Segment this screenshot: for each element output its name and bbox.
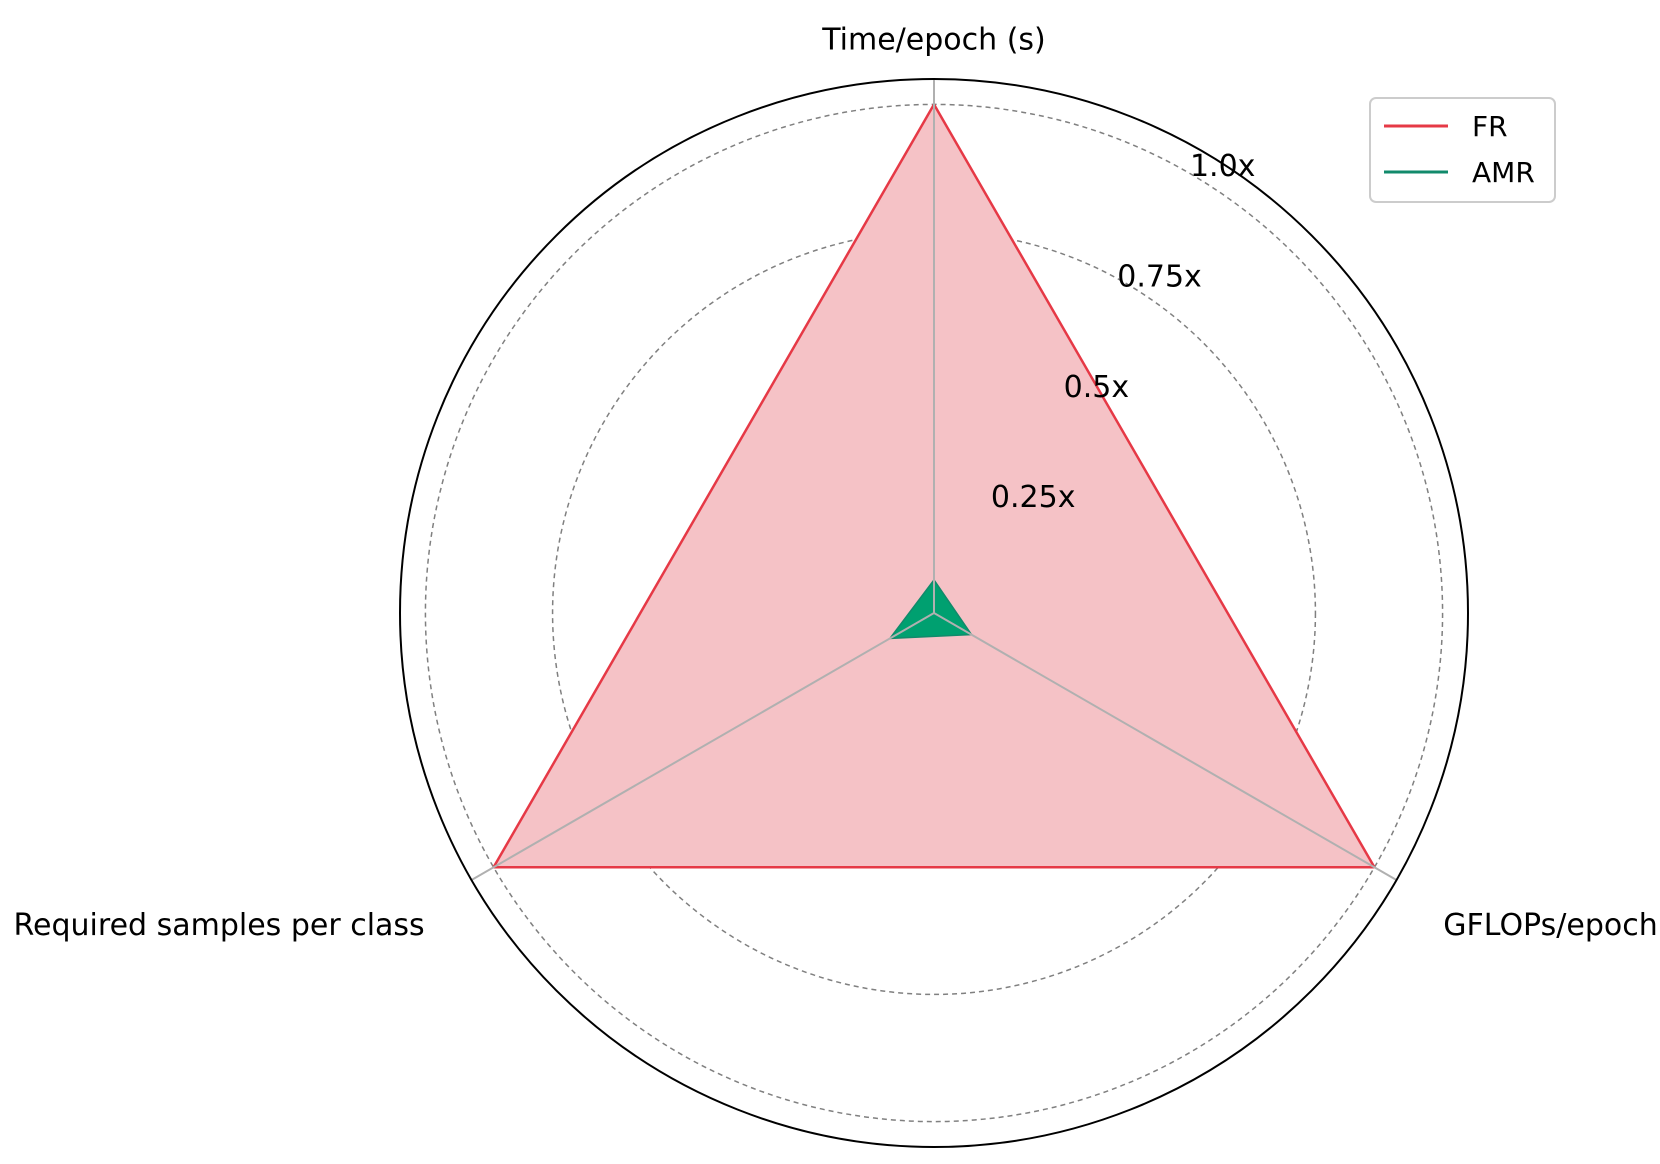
axis-label-layer: Time/epoch (s) GFLOPs/epoch Required sampl… (14, 23, 1658, 944)
rtick-label-1: 0.25x (991, 480, 1076, 515)
rtick-label-3: 0.75x (1117, 259, 1202, 294)
legend: FR AMR (1369, 97, 1556, 203)
spoke-line-3 (471, 612, 935, 881)
tick-label-layer: 0.25x 0.5x 0.75x 1.0x (991, 149, 1256, 515)
gridline-circle-3 (551, 230, 1317, 996)
rtick-label-2: 0.5x (1064, 370, 1129, 405)
spoke-layer (471, 79, 1397, 881)
legend-box (1369, 97, 1556, 203)
rtick-label-4: 1.0x (1190, 149, 1255, 184)
axis-label-1: Time/epoch (s) (821, 23, 1045, 58)
spoke-line-2 (933, 612, 1397, 881)
axis-label-3: Required samples per class (14, 908, 425, 943)
legend-label-amr: AMR (1472, 156, 1535, 189)
legend-label-fr: FR (1472, 110, 1508, 143)
outer-frame (399, 78, 1469, 1148)
axis-label-2: GFLOPs/epoch (1443, 908, 1657, 943)
